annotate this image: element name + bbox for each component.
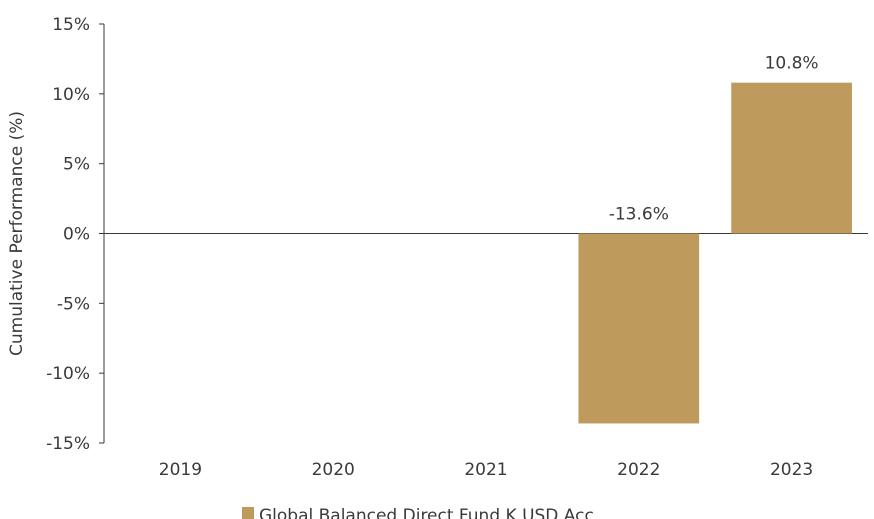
y-tick-label: -15% xyxy=(46,434,90,454)
x-tick-label: 2020 xyxy=(312,460,355,480)
bar xyxy=(578,233,700,424)
legend: Global Balanced Direct Fund K USD Acc xyxy=(242,506,594,519)
legend-label: Global Balanced Direct Fund K USD Acc xyxy=(259,506,594,519)
y-tick-label: 15% xyxy=(52,15,90,35)
data-label: -13.6% xyxy=(609,205,669,225)
y-tick-label: 0% xyxy=(63,225,90,245)
legend-swatch xyxy=(242,507,254,519)
bars-group xyxy=(578,82,852,424)
x-tick-label: 2019 xyxy=(159,460,202,480)
y-tick-label: 5% xyxy=(63,155,90,175)
bar xyxy=(731,82,852,234)
x-tick-label: 2021 xyxy=(464,460,507,480)
y-tick-label: -10% xyxy=(46,364,90,384)
y-axis-title: Cumulative Performance (%) xyxy=(7,111,27,356)
y-axis: 15% 10% 5% 0% -5% -10% -15% xyxy=(46,15,105,454)
x-tick-label: 2023 xyxy=(770,460,813,480)
data-label: 10.8% xyxy=(765,54,819,74)
y-tick-label: 10% xyxy=(52,85,90,105)
data-labels-group: -13.6% 10.8% xyxy=(609,54,819,225)
x-axis: 2019 2020 2021 2022 2023 xyxy=(104,233,868,480)
y-tick-label: -5% xyxy=(57,294,90,314)
x-tick-label: 2022 xyxy=(617,460,660,480)
